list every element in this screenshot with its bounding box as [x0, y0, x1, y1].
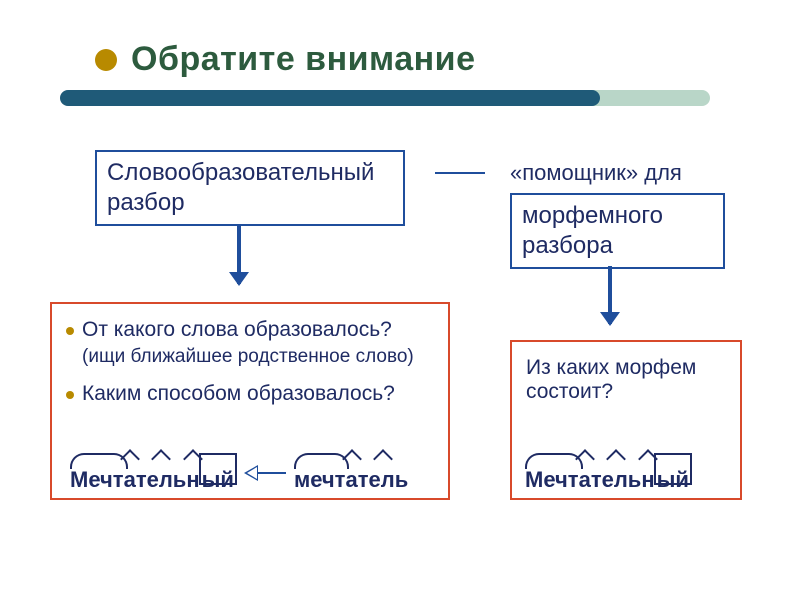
- box-morpheme-line2: разбора: [522, 231, 713, 261]
- question-1-sub: (ищи ближайшее родственное слово): [82, 346, 434, 368]
- derived-from-arrow-icon: [244, 462, 286, 484]
- arrow-down-right: [606, 266, 614, 324]
- slide-title: Обратите внимание: [95, 40, 475, 79]
- morph-ending: ый: [655, 455, 691, 493]
- morph-root: мечт: [294, 455, 346, 493]
- arrow-head-icon: [600, 312, 620, 326]
- box-morpheme-line1: морфемного: [522, 201, 713, 231]
- box-word-formation-line2: разбор: [107, 188, 393, 218]
- morph-suffix: а: [579, 455, 591, 493]
- morph-suffix: тель: [591, 455, 642, 493]
- connector-dash: [435, 172, 485, 174]
- box-word-formation: Словообразовательный разбор: [95, 150, 405, 226]
- question-row: От какого слова образовалось?: [66, 318, 434, 342]
- morph-suffix: а: [124, 455, 136, 493]
- bullet-icon: [66, 327, 74, 335]
- question-1: От какого слова образовалось?: [82, 318, 392, 342]
- morph-root: Мечт: [70, 455, 124, 493]
- morph-ending: ый: [200, 455, 236, 493]
- arrow-line: [256, 472, 286, 474]
- morph-root: Мечт: [525, 455, 579, 493]
- box-morpheme-analysis: морфемного разбора: [510, 193, 725, 269]
- question-right-l1: Из каких морфем: [526, 356, 726, 380]
- title-underline: [60, 90, 600, 106]
- question-right-l2: состоит?: [526, 380, 726, 404]
- morph-suffix: тель: [358, 455, 409, 493]
- bullet-icon: [66, 391, 74, 399]
- arrow-down-left: [235, 224, 243, 284]
- title-bullet-icon: [95, 49, 117, 71]
- example-word-left: Мечт а тель н ый мечт а тель: [70, 455, 408, 493]
- morph-suffix: н: [186, 455, 199, 493]
- morph-suffix: а: [345, 455, 357, 493]
- question-2: Каким способом образовалось?: [82, 382, 395, 406]
- morph-suffix: тель: [136, 455, 187, 493]
- arrow-triangle-inner: [247, 467, 257, 479]
- helper-label: «помощник» для: [510, 160, 682, 186]
- example-word-right: Мечт а тель н ый: [525, 455, 691, 493]
- morph-suffix: н: [641, 455, 654, 493]
- box-word-formation-line1: Словообразовательный: [107, 158, 393, 188]
- arrow-head-icon: [229, 272, 249, 286]
- title-text: Обратите внимание: [131, 40, 475, 79]
- question-row: Каким способом образовалось?: [66, 382, 434, 406]
